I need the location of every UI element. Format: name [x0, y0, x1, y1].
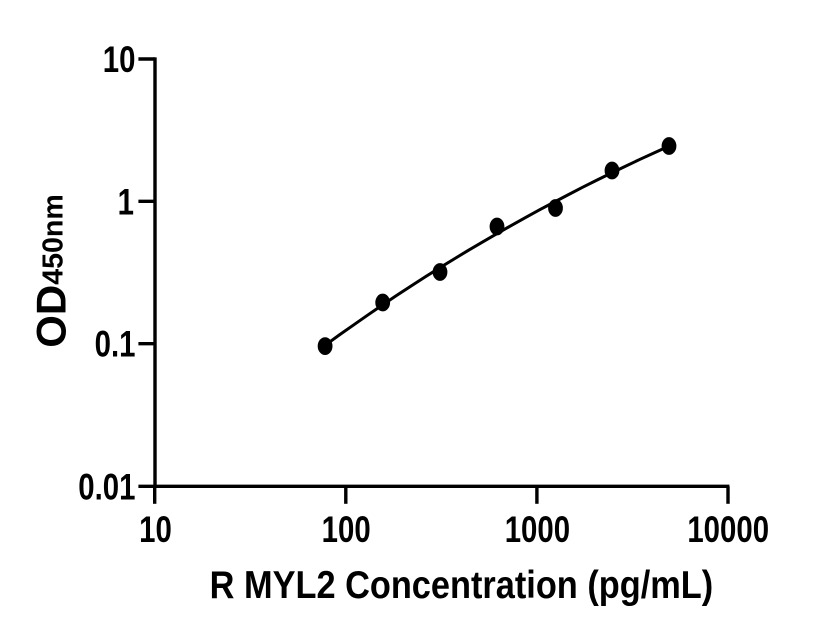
svg-text:0.01: 0.01 [78, 467, 135, 508]
svg-text:10: 10 [103, 40, 136, 81]
svg-text:1000: 1000 [505, 510, 570, 551]
svg-text:0.1: 0.1 [95, 325, 136, 366]
svg-text:1: 1 [118, 182, 134, 223]
svg-text:100: 100 [322, 510, 371, 551]
svg-text:R MYL2 Concentration (pg/mL): R MYL2 Concentration (pg/mL) [210, 563, 714, 607]
svg-text:10: 10 [139, 510, 172, 551]
svg-text:10000: 10000 [687, 510, 769, 551]
